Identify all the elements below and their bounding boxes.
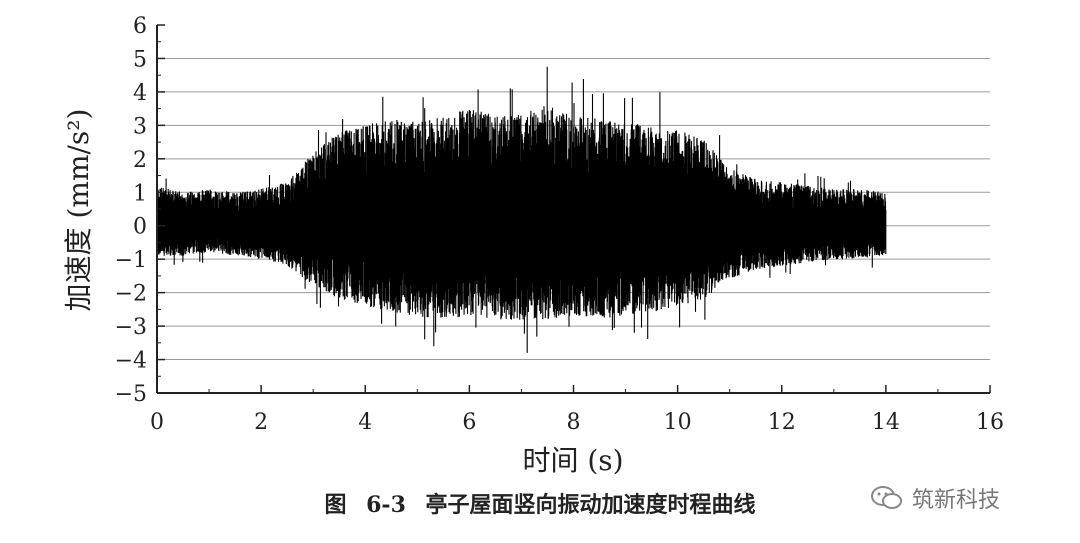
x-tick-label: 10 [664,410,692,435]
tick-marks [156,24,991,394]
y-tick-label: 6 [133,14,147,39]
acceleration-series [156,66,887,353]
x-tick-labels: 0 2 4 6 8 10 12 14 16 [150,410,1004,435]
figure-caption: 图 6-3 亭子屋面竖向振动加速度时程曲线 [0,487,1080,519]
y-tick-label: −4 [115,349,147,374]
x-axis-title: 时间 (s) [522,444,623,477]
y-tick-labels: −5 −4 −3 −2 −1 0 1 2 3 4 5 6 [115,14,147,407]
caption-text: 亭子屋面竖向振动加速度时程曲线 [425,492,756,518]
caption-number: 6-3 [366,492,406,518]
wechat-icon [871,486,902,509]
x-tick-label: 2 [254,410,268,435]
y-tick-label: 2 [133,148,147,173]
y-tick-label: 3 [133,114,147,139]
x-tick-label: 14 [872,410,900,435]
x-tick-label: 0 [150,410,164,435]
y-tick-label: 5 [133,47,147,72]
y-tick-label: −3 [115,315,147,340]
watermark: 筑新科技 [870,478,1060,518]
x-tick-label: 8 [567,410,581,435]
x-tick-label: 6 [462,410,476,435]
signal-trace [156,66,887,353]
x-tick-label: 12 [768,410,796,435]
y-tick-label: 1 [133,181,147,206]
caption-label: 图 [324,492,347,518]
y-axis-title: 加速度 (mm/s²) [62,109,95,312]
x-tick-label: 4 [358,410,372,435]
y-tick-label: 4 [133,81,147,106]
y-tick-label: 0 [133,215,147,240]
watermark-text: 筑新科技 [912,488,1001,513]
y-tick-label: −1 [115,248,147,273]
y-tick-label: −2 [115,282,147,307]
y-tick-label: −5 [115,382,147,407]
x-tick-label: 16 [976,410,1004,435]
